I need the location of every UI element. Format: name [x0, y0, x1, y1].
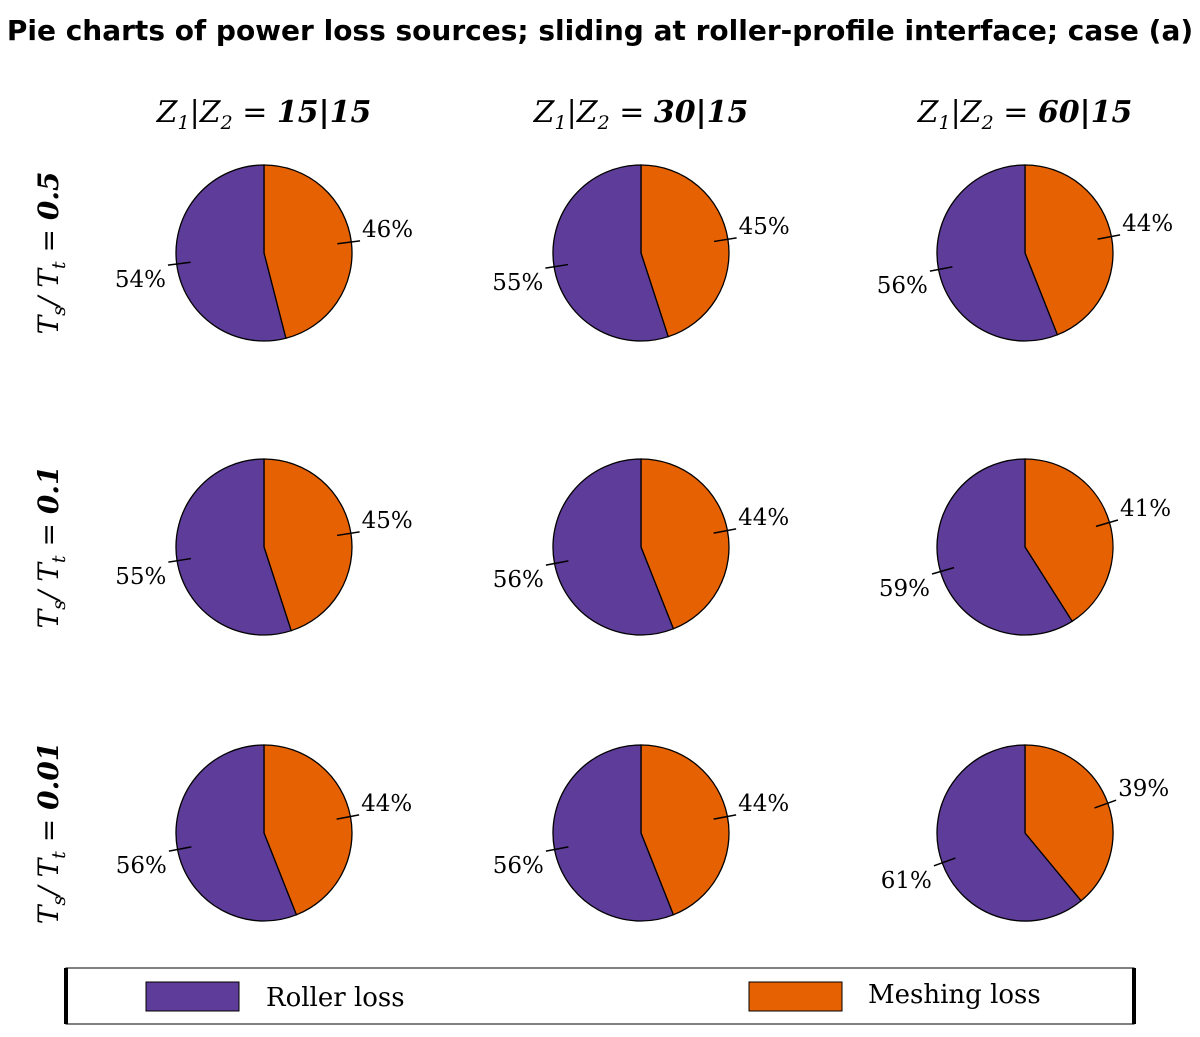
row-labels: Ts/ Tt = 0.5 Ts/ Tt = 0.1 Ts/ Tt = 0.01	[32, 171, 70, 924]
column-label-3: Z1|Z2 = 60|15	[917, 95, 1133, 134]
leader-line-roller-loss	[929, 266, 953, 272]
pct-label-meshing-loss: 44%	[361, 791, 412, 817]
pie-grid: 46% 54% 45% 55% 44% 56% 45% 55% 44% 56% 41% 59% 44% 5…	[115, 164, 1173, 922]
pct-label-roller-loss: 61%	[881, 868, 932, 894]
pct-label-roller-loss: 54%	[115, 267, 166, 293]
leader-line-meshing-loss	[336, 814, 360, 820]
pie-chart-6: 41% 59%	[879, 458, 1171, 636]
leader-line-roller-loss	[168, 557, 192, 563]
pie-chart-7: 44% 56%	[116, 744, 412, 922]
leader-line-meshing-loss	[713, 528, 737, 534]
pie-chart-8: 44% 56%	[493, 744, 789, 922]
pct-label-meshing-loss: 45%	[739, 214, 790, 240]
pct-label-roller-loss: 56%	[493, 567, 544, 593]
legend-label-meshing-loss: Meshing loss	[868, 980, 1041, 1010]
pct-label-roller-loss: 56%	[116, 853, 167, 879]
pie-chart-1: 46% 54%	[115, 164, 413, 342]
pie-chart-2: 45% 55%	[492, 164, 790, 342]
leader-line-meshing-loss	[1095, 519, 1119, 528]
pie-chart-4: 45% 55%	[115, 458, 413, 636]
leader-line-roller-loss	[545, 846, 569, 852]
legend-label-roller-loss: Roller loss	[266, 983, 405, 1013]
legend-swatch-meshing-loss	[748, 981, 843, 1012]
leader-line-meshing-loss	[713, 814, 737, 820]
pct-label-roller-loss: 55%	[115, 564, 166, 590]
leader-line-roller-loss	[545, 263, 569, 269]
column-label-2: Z1|Z2 = 30|15	[533, 95, 749, 134]
leader-line-roller-loss	[933, 857, 956, 867]
column-label-1: Z1|Z2 = 15|15	[156, 95, 372, 134]
legend-swatch-roller-loss	[145, 981, 240, 1012]
legend-frame	[65, 967, 1135, 1025]
leader-line-meshing-loss	[337, 240, 361, 245]
pct-label-roller-loss: 56%	[493, 853, 544, 879]
leader-line-meshing-loss	[1097, 234, 1121, 240]
pct-label-meshing-loss: 45%	[362, 508, 413, 534]
pct-label-meshing-loss: 41%	[1120, 496, 1171, 522]
leader-line-meshing-loss	[713, 237, 737, 243]
leader-line-meshing-loss	[336, 531, 360, 537]
row-label-1: Ts/ Tt = 0.5	[32, 171, 70, 334]
pct-label-meshing-loss: 44%	[738, 791, 789, 817]
legend: Roller loss Meshing loss	[64, 967, 1136, 1025]
leader-line-roller-loss	[168, 846, 192, 852]
pct-label-roller-loss: 59%	[879, 576, 930, 602]
leader-line-roller-loss	[545, 560, 569, 566]
leader-line-roller-loss	[167, 261, 191, 266]
pct-label-roller-loss: 56%	[877, 273, 928, 299]
pct-label-meshing-loss: 46%	[362, 217, 413, 243]
pct-label-meshing-loss: 44%	[1122, 211, 1173, 237]
row-label-3: Ts/ Tt = 0.01	[32, 742, 70, 925]
column-labels: Z1|Z2 = 15|15 Z1|Z2 = 30|15 Z1|Z2 = 60|15	[156, 95, 1133, 134]
pct-label-roller-loss: 55%	[492, 270, 543, 296]
leader-line-roller-loss	[931, 566, 955, 575]
pie-chart-9: 39% 61%	[881, 744, 1169, 922]
pct-label-meshing-loss: 44%	[738, 505, 789, 531]
chart-title: Pie charts of power loss sources; slidin…	[7, 14, 1193, 47]
row-label-2: Ts/ Tt = 0.1	[32, 465, 70, 628]
pct-label-meshing-loss: 39%	[1118, 776, 1169, 802]
pie-chart-5: 44% 56%	[493, 458, 789, 636]
pie-chart-3: 44% 56%	[877, 164, 1173, 342]
leader-line-meshing-loss	[1094, 799, 1117, 809]
